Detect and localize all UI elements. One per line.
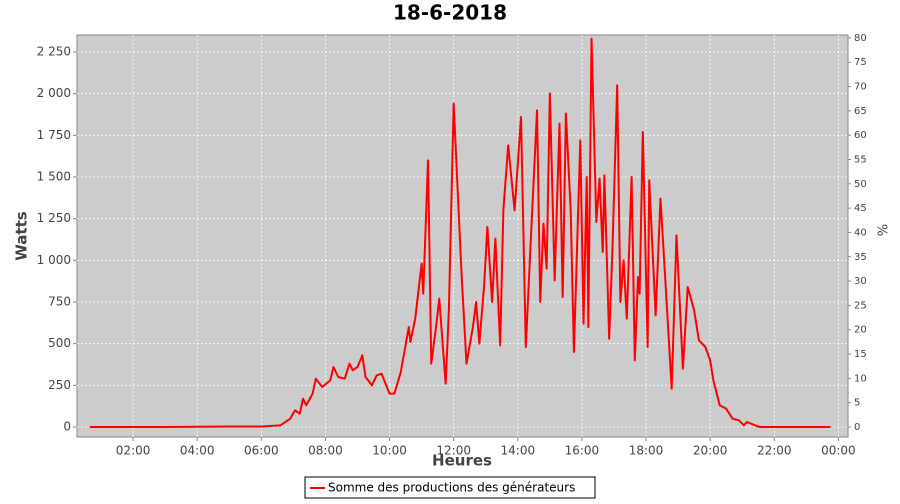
x-tick-label: 08:00 xyxy=(308,444,343,458)
y2-tick-label: 25 xyxy=(854,300,867,311)
y-axis-label: Watts xyxy=(13,211,31,260)
y-tick-label: 750 xyxy=(48,295,71,309)
x-tick-label: 06:00 xyxy=(244,444,279,458)
series-line xyxy=(89,37,831,428)
y-tick-label: 1 500 xyxy=(37,170,71,184)
y-tick-label: 500 xyxy=(48,336,71,350)
x-tick-label: 20:00 xyxy=(693,444,728,458)
y-tick-label: 1 250 xyxy=(37,211,71,225)
x-tick-label: 16:00 xyxy=(565,444,600,458)
grid xyxy=(77,35,848,437)
y2-tick-label: 0 xyxy=(854,422,860,433)
y2-tick-label: 45 xyxy=(854,203,867,214)
y2-tick-label: 30 xyxy=(854,276,867,287)
y2-tick-label: 40 xyxy=(854,227,867,238)
y2-tick-label: 65 xyxy=(854,106,867,117)
y2-tick-label: 70 xyxy=(854,82,867,93)
legend-box xyxy=(304,476,596,499)
y2-tick-label: 55 xyxy=(854,155,867,166)
x-axis-label: Heures xyxy=(432,452,492,470)
y2-tick-label: 20 xyxy=(854,325,867,336)
plot-area xyxy=(76,34,849,438)
chart-title: 18-6-2018 xyxy=(393,1,507,25)
x-tick-label: 10:00 xyxy=(372,444,407,458)
legend-label: Somme des productions des générateurs xyxy=(328,481,575,495)
y-tick-label: 0 xyxy=(63,420,71,434)
x-tick-label: 12:00 xyxy=(436,444,471,458)
y2-axis-label: % xyxy=(877,224,892,236)
y2-tick-label: 15 xyxy=(854,349,867,360)
y2-tick-label: 10 xyxy=(854,373,867,384)
y2-tick-label: 5 xyxy=(854,398,860,409)
y-tick-label: 2 250 xyxy=(37,45,71,59)
x-tick-label: 02:00 xyxy=(116,444,151,458)
y-tick-label: 1 000 xyxy=(37,253,71,267)
y2-tick-label: 75 xyxy=(854,57,867,68)
legend: Somme des productions des générateurs xyxy=(304,476,596,499)
y2-tick-label: 50 xyxy=(854,179,867,190)
x-tick-label: 18:00 xyxy=(629,444,664,458)
y2-tick-label: 60 xyxy=(854,130,867,141)
y-tick-label: 2 000 xyxy=(37,86,71,100)
y-tick-label: 250 xyxy=(48,378,71,392)
y2-tick-label: 80 xyxy=(854,33,867,44)
x-tick-label: 22:00 xyxy=(757,444,792,458)
x-tick-label: 04:00 xyxy=(180,444,215,458)
y2-tick-label: 35 xyxy=(854,252,867,263)
y-tick-label: 1 750 xyxy=(37,128,71,142)
x-tick-label: 00:00 xyxy=(821,444,856,458)
marks xyxy=(89,37,831,428)
x-tick-label: 14:00 xyxy=(501,444,536,458)
